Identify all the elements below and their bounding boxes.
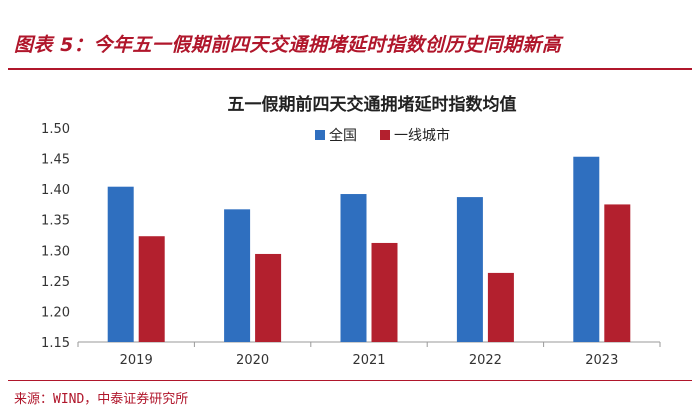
bar-tier1-2020: [255, 253, 282, 342]
y-tick-label: 1.20: [41, 305, 70, 320]
x-tick-label: 2023: [585, 353, 618, 368]
y-tick-label: 1.45: [41, 153, 70, 168]
bar-tier1-2023: [604, 204, 631, 342]
title-divider: [8, 68, 692, 70]
bar-national-2019: [107, 186, 134, 342]
x-axis: 2019 2020 2021 2022 2023: [77, 341, 661, 368]
source-divider: [8, 380, 692, 381]
legend-label-national: 全国: [329, 127, 357, 144]
chart-legend: 全国 一线城市: [315, 127, 450, 144]
bar-national-2021: [340, 194, 367, 342]
bar-tier1-2021: [371, 242, 398, 342]
y-tick-label: 1.35: [41, 214, 70, 229]
figure-title: 图表 5：今年五一假期前四天交通拥堵延时指数创历史同期新高: [14, 34, 562, 56]
bar-tier1-2022: [487, 272, 514, 342]
legend-label-tier1: 一线城市: [394, 127, 450, 144]
y-axis: 1.15 1.20 1.25 1.30 1.35 1.40 1.45 1.50: [41, 122, 70, 351]
x-tick-label: 2019: [120, 353, 153, 368]
y-tick-label: 1.25: [41, 275, 70, 290]
x-tick-label: 2022: [469, 353, 502, 368]
chart-title: 五一假期前四天交通拥堵延时指数均值: [228, 94, 517, 115]
legend-swatch-national: [315, 130, 325, 140]
bar-national-2022: [456, 197, 483, 342]
legend-swatch-tier1: [380, 130, 390, 140]
x-tick-label: 2020: [236, 353, 269, 368]
bars: [107, 156, 631, 342]
bar-national-2020: [224, 209, 251, 342]
y-tick-label: 1.50: [41, 122, 70, 137]
bar-national-2023: [573, 156, 600, 342]
y-tick-label: 1.40: [41, 183, 70, 198]
x-tick-label: 2021: [352, 353, 385, 368]
y-tick-label: 1.15: [41, 336, 70, 351]
bar-tier1-2019: [138, 236, 165, 342]
source-note: 来源：WIND，中泰证券研究所: [14, 392, 189, 407]
y-tick-label: 1.30: [41, 244, 70, 259]
bar-chart: 五一假期前四天交通拥堵延时指数均值 全国 一线城市 1.15 1.20 1.25 1.3…: [41, 94, 661, 368]
